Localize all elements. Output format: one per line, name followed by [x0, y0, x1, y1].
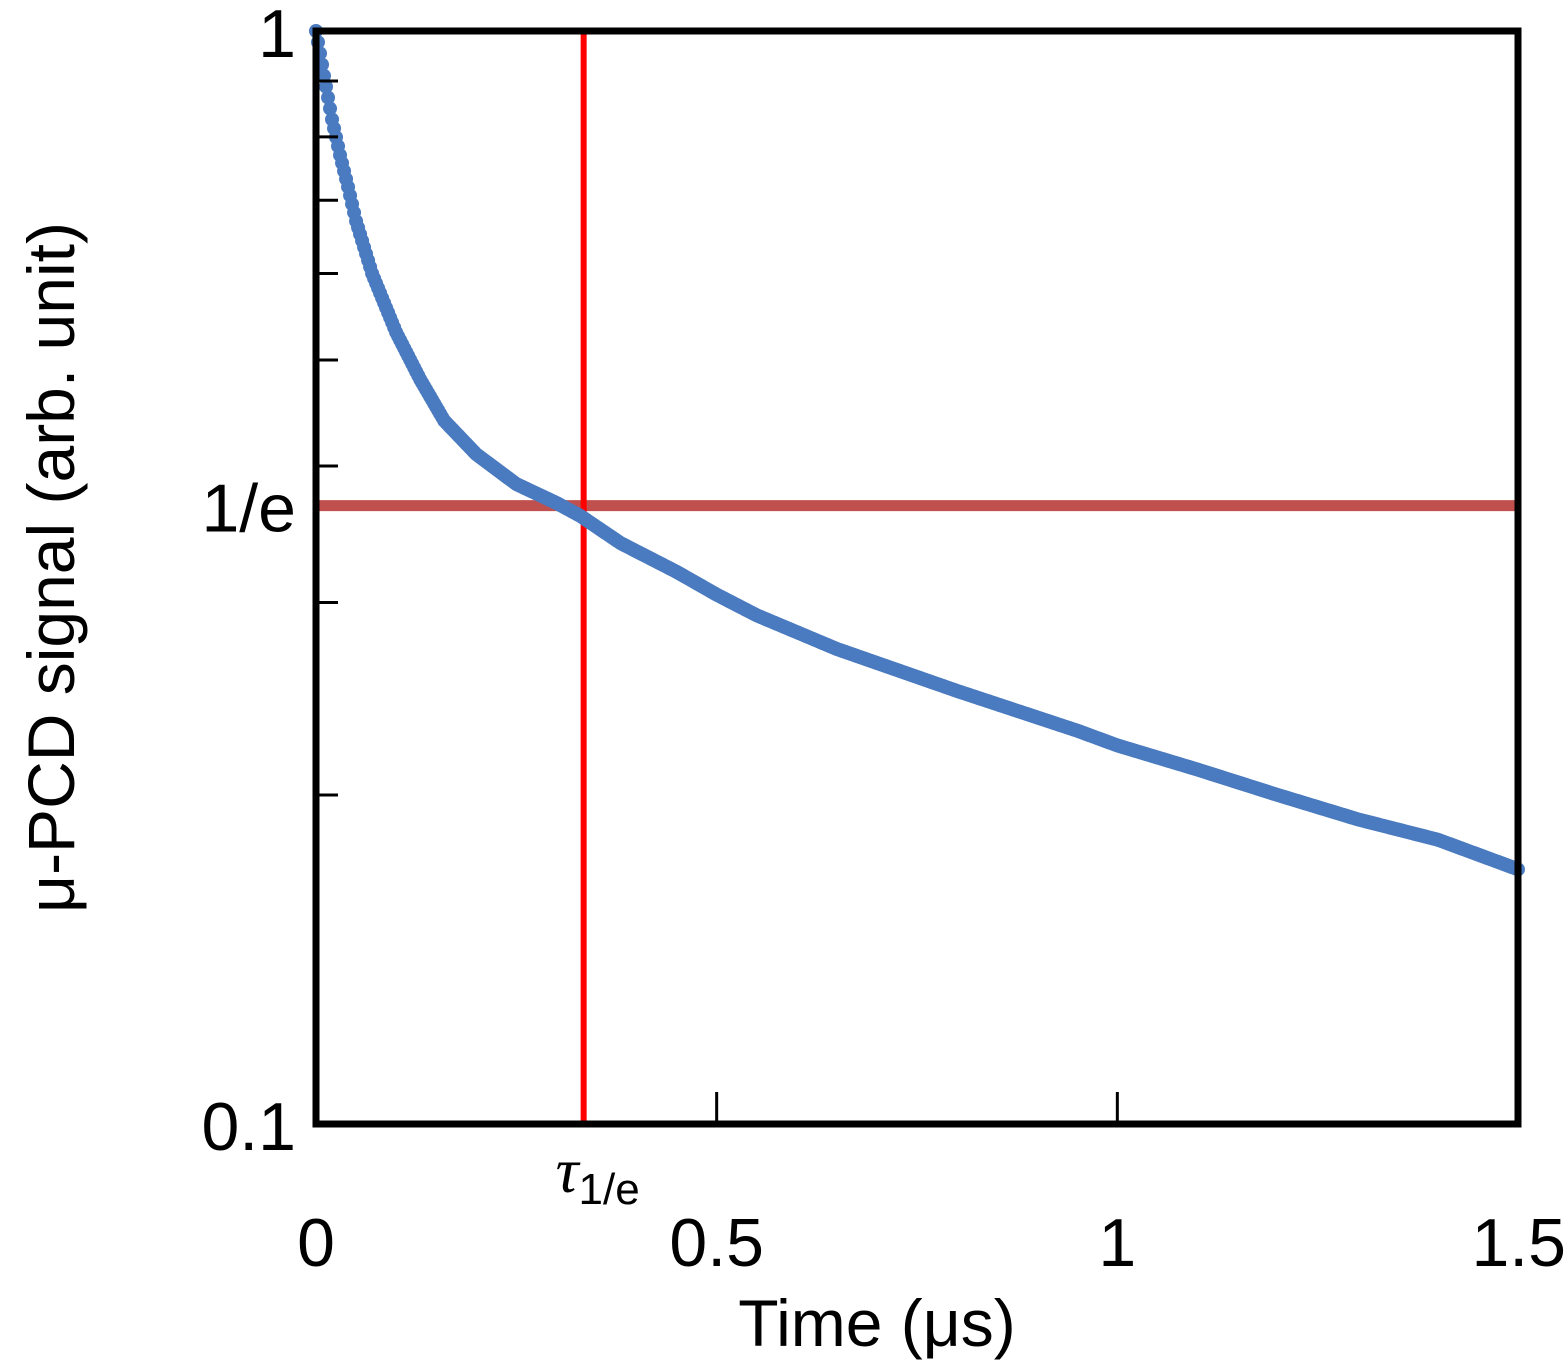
tick-marks: [316, 79, 1119, 1124]
tau-subscript: 1/e: [579, 1165, 640, 1214]
data-point: [321, 90, 336, 105]
data-point: [323, 101, 338, 116]
data-points: [309, 24, 1525, 877]
x-tick-label: 1: [1098, 1205, 1136, 1281]
x-tick-label: 1.5: [1471, 1205, 1566, 1281]
x-axis-title: Time (μs): [738, 1286, 1016, 1360]
y-tick-label: 0.1: [201, 1089, 296, 1165]
y-tick-label: 1: [258, 0, 296, 72]
y-tick-label: 1/e: [201, 471, 296, 547]
x-tick-label: 0.5: [669, 1205, 764, 1281]
plot-frame: [312, 27, 1522, 1128]
tau-annotation: τ1/e: [556, 1135, 640, 1214]
x-tick-label: 0: [297, 1205, 335, 1281]
tick-labels: 0 0.5 1 1.5 1 1/e 0.1: [201, 0, 1566, 1281]
data-point: [317, 68, 332, 83]
reference-lines: [316, 31, 1518, 1124]
data-point: [319, 79, 334, 94]
y-axis-title: μ-PCD signal (arb. unit): [14, 222, 88, 913]
tau-symbol: τ: [556, 1135, 581, 1206]
